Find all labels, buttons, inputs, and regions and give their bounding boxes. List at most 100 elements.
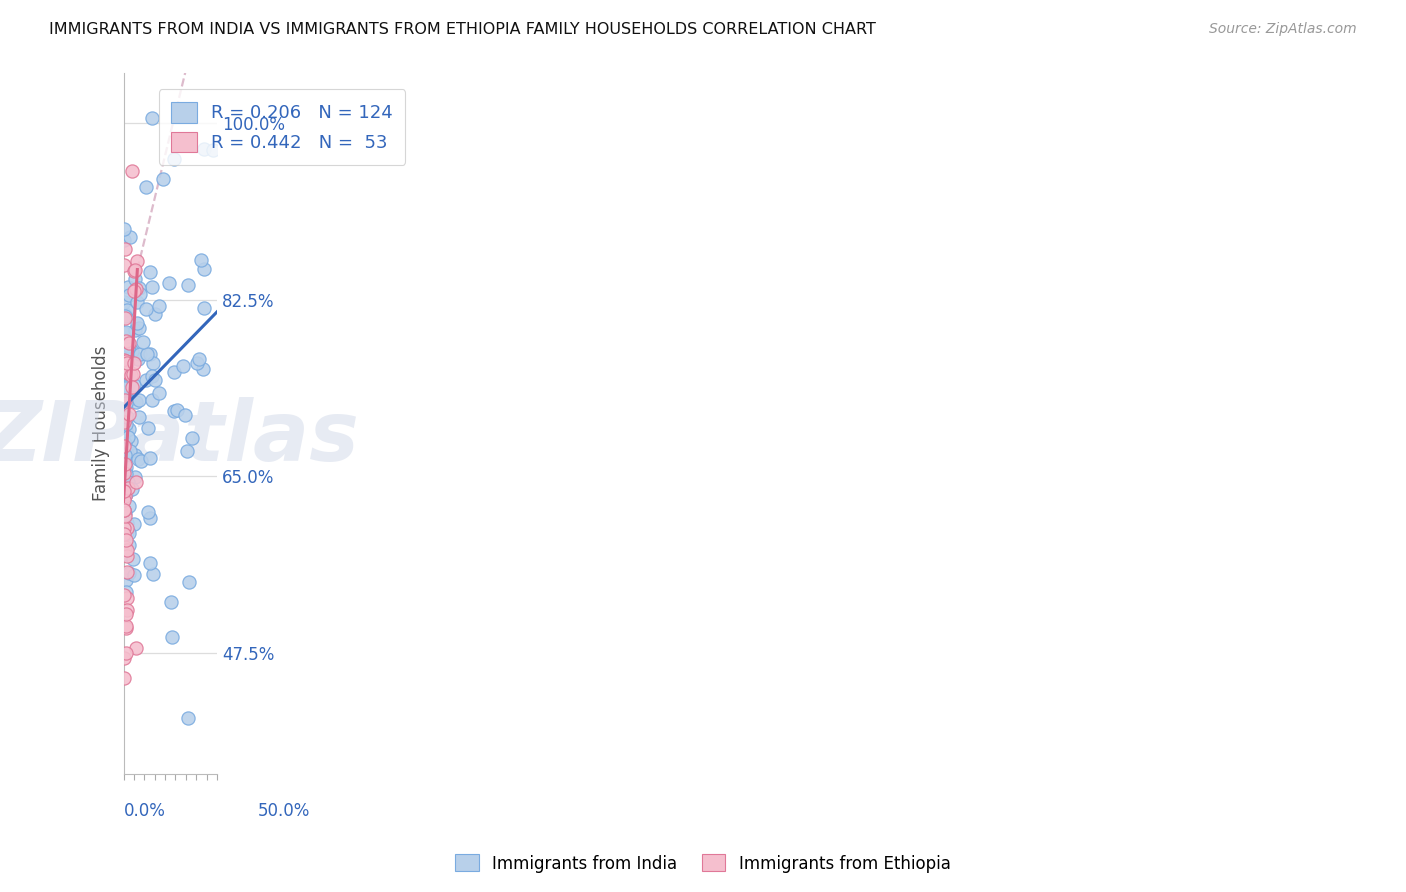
Point bbox=[115, 447, 138, 461]
Point bbox=[117, 516, 139, 530]
Point bbox=[127, 351, 149, 366]
Point bbox=[115, 547, 138, 561]
Point bbox=[188, 351, 211, 366]
Point bbox=[117, 407, 139, 421]
Point bbox=[186, 356, 208, 370]
Point bbox=[114, 460, 136, 475]
Text: IMMIGRANTS FROM INDIA VS IMMIGRANTS FROM ETHIOPIA FAMILY HOUSEHOLDS CORRELATION : IMMIGRANTS FROM INDIA VS IMMIGRANTS FROM… bbox=[49, 22, 876, 37]
Text: Source: ZipAtlas.com: Source: ZipAtlas.com bbox=[1209, 22, 1357, 37]
Point bbox=[115, 303, 138, 318]
Point bbox=[124, 263, 146, 277]
Point bbox=[166, 402, 188, 417]
Point bbox=[138, 451, 160, 466]
Point bbox=[142, 566, 165, 581]
Point bbox=[176, 444, 198, 458]
Point bbox=[157, 277, 180, 291]
Text: 0.0%: 0.0% bbox=[124, 802, 166, 820]
Point bbox=[163, 404, 186, 418]
Point bbox=[117, 591, 139, 606]
Point bbox=[136, 347, 159, 361]
Point bbox=[115, 369, 138, 384]
Point bbox=[114, 607, 136, 622]
Point bbox=[135, 302, 157, 317]
Point bbox=[112, 233, 135, 247]
Point bbox=[138, 265, 160, 279]
Point bbox=[112, 493, 135, 508]
Point bbox=[114, 467, 136, 481]
Point bbox=[118, 339, 141, 353]
Point bbox=[112, 483, 135, 498]
Point bbox=[120, 444, 142, 458]
Point bbox=[135, 374, 157, 388]
Point bbox=[118, 288, 141, 302]
Point bbox=[125, 282, 148, 296]
Point bbox=[120, 434, 142, 448]
Point bbox=[127, 316, 149, 330]
Point bbox=[118, 538, 141, 552]
Point bbox=[115, 361, 138, 376]
Point bbox=[115, 396, 138, 410]
Point bbox=[117, 565, 139, 579]
Point bbox=[112, 258, 135, 272]
Point bbox=[124, 322, 146, 336]
Point bbox=[118, 336, 141, 351]
Point bbox=[114, 436, 136, 450]
Point bbox=[122, 516, 145, 531]
Point bbox=[124, 448, 146, 462]
Point bbox=[112, 503, 135, 517]
Point bbox=[114, 381, 136, 395]
Point bbox=[114, 585, 136, 599]
Point bbox=[128, 393, 150, 408]
Point bbox=[115, 573, 138, 587]
Point bbox=[117, 350, 139, 364]
Point bbox=[128, 409, 150, 424]
Point bbox=[122, 367, 145, 381]
Point bbox=[112, 520, 135, 534]
Point bbox=[114, 311, 136, 326]
Point bbox=[120, 368, 142, 382]
Point bbox=[118, 393, 141, 408]
Point bbox=[141, 112, 163, 126]
Point bbox=[139, 556, 162, 570]
Point bbox=[115, 521, 138, 535]
Point bbox=[125, 254, 148, 268]
Point bbox=[115, 622, 138, 636]
Point bbox=[112, 434, 135, 449]
Point bbox=[112, 222, 135, 236]
Point bbox=[117, 422, 139, 436]
Point bbox=[121, 344, 143, 359]
Point bbox=[114, 476, 136, 491]
Point bbox=[193, 301, 215, 315]
Point bbox=[115, 549, 138, 564]
Point bbox=[118, 499, 141, 513]
Point bbox=[148, 385, 170, 400]
Point bbox=[115, 385, 138, 400]
Point bbox=[121, 552, 143, 566]
Point bbox=[115, 326, 138, 340]
Point bbox=[117, 343, 139, 357]
Y-axis label: Family Households: Family Households bbox=[93, 345, 110, 501]
Point bbox=[115, 619, 138, 633]
Point bbox=[163, 365, 186, 379]
Point bbox=[114, 466, 136, 480]
Point bbox=[115, 410, 138, 425]
Point bbox=[141, 369, 163, 384]
Point bbox=[122, 567, 145, 582]
Point bbox=[121, 163, 143, 178]
Point bbox=[124, 264, 146, 278]
Point bbox=[148, 299, 170, 313]
Point bbox=[128, 347, 150, 361]
Point bbox=[112, 484, 135, 499]
Point bbox=[152, 171, 174, 186]
Point bbox=[114, 295, 136, 310]
Point bbox=[142, 356, 165, 370]
Text: 50.0%: 50.0% bbox=[259, 802, 311, 820]
Point bbox=[129, 454, 152, 468]
Point bbox=[139, 511, 162, 525]
Point bbox=[117, 280, 139, 294]
Point bbox=[114, 650, 136, 665]
Point bbox=[112, 361, 135, 376]
Point bbox=[160, 631, 183, 645]
Point bbox=[163, 152, 186, 166]
Legend: Immigrants from India, Immigrants from Ethiopia: Immigrants from India, Immigrants from E… bbox=[449, 847, 957, 880]
